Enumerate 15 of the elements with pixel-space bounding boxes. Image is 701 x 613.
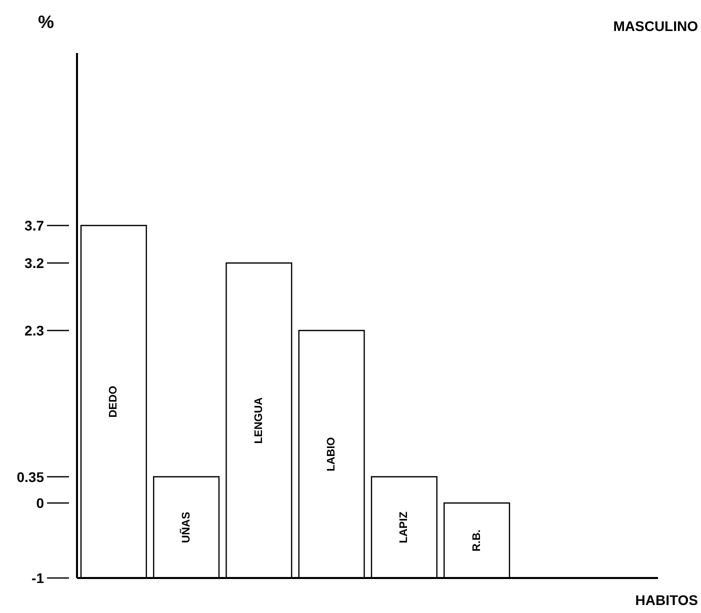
y-tick-label: -1 [32, 570, 44, 586]
x-tick-label: UÑAS [179, 512, 192, 543]
x-tick-label: DEDO [108, 385, 120, 418]
y-tick-label: 0 [36, 495, 44, 511]
text: MASCULINO [613, 18, 698, 34]
y-tick-label: 2.3 [24, 322, 44, 338]
y-axis-title: % [38, 12, 54, 33]
x-tick-label: LABIO [326, 436, 338, 472]
x-tick-label: R.B. [470, 530, 483, 552]
y-tick-label: 3.2 [24, 255, 44, 271]
x-tick-label: LENGUA [252, 397, 265, 444]
y-tick-label: 3.7 [24, 218, 44, 234]
x-tick-label: LAPIZ [398, 511, 410, 544]
y-tick-label: 0.35 [16, 468, 44, 485]
text: HABITOS [635, 592, 698, 608]
